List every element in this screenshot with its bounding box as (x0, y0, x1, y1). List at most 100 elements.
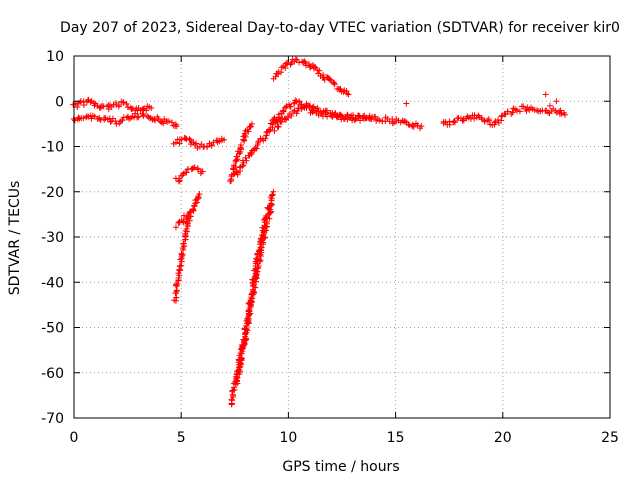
data-point (80, 102, 87, 109)
data-point (165, 118, 172, 125)
data-point (195, 194, 202, 201)
data-point (173, 288, 180, 295)
data-point (350, 114, 357, 121)
x-tick-label: 25 (601, 430, 619, 446)
data-point (191, 203, 198, 210)
data-point (323, 107, 330, 114)
data-point (253, 255, 260, 262)
x-tick-label: 15 (387, 430, 405, 446)
data-point (180, 240, 187, 247)
data-point (270, 188, 277, 195)
data-point (318, 109, 325, 116)
data-point (70, 101, 77, 108)
data-point (256, 258, 263, 265)
data-point (292, 56, 299, 63)
x-tick-label: 20 (494, 430, 512, 446)
data-point (246, 307, 253, 314)
data-point (253, 145, 260, 152)
data-point (113, 120, 120, 127)
data-point (176, 175, 183, 182)
data-point (148, 105, 155, 112)
data-point (199, 168, 206, 175)
data-point (557, 107, 564, 114)
data-point (305, 102, 312, 109)
data-point (184, 214, 191, 221)
data-point (115, 103, 122, 110)
y-tick-label: -60 (41, 366, 64, 382)
data-point (561, 111, 568, 118)
y-tick-label: -70 (41, 411, 64, 427)
data-point (194, 145, 201, 152)
data-point (451, 118, 458, 125)
data-point (516, 108, 523, 115)
axis-ticks: 0 5 10 15 20 25 -70 -60 -50 -40 -30 -20 -10 0 10 (41, 49, 619, 446)
y-tick-label: -20 (41, 185, 64, 201)
data-point (238, 355, 245, 362)
data-point (282, 64, 289, 71)
data-point (140, 106, 147, 113)
series-peak-10 (270, 56, 352, 98)
data-point (403, 100, 410, 107)
data-point (357, 117, 364, 124)
data-point (344, 90, 351, 97)
data-point (251, 289, 258, 296)
data-point (451, 119, 458, 126)
data-point (242, 333, 249, 340)
data-point (260, 239, 267, 246)
data-point (272, 73, 279, 80)
data-point (234, 153, 241, 160)
data-point (542, 91, 549, 98)
data-point (246, 304, 253, 311)
data-point (553, 98, 560, 105)
y-axis-label: SDTVAR / TECUs (7, 181, 23, 296)
data-point (237, 141, 244, 148)
data-point (331, 80, 338, 87)
y-tick-label: 0 (55, 94, 64, 110)
y-tick-label: -50 (41, 321, 64, 337)
data-point (288, 112, 295, 119)
data-point (248, 151, 255, 158)
data-point (509, 109, 516, 116)
data-point (287, 103, 294, 110)
data-point (87, 99, 94, 106)
data-point (287, 61, 294, 68)
y-tick-label: -10 (41, 140, 64, 156)
data-point (280, 108, 287, 115)
data-point (514, 107, 521, 114)
data-point (331, 81, 338, 88)
data-point (173, 123, 180, 130)
data-point (186, 209, 193, 216)
data-point (107, 118, 114, 125)
series-midday-baseline (296, 99, 425, 132)
data-point (228, 176, 235, 183)
data-point (340, 89, 347, 96)
series-isolated-marks (403, 91, 560, 109)
data-point (495, 116, 502, 123)
data-point (239, 163, 246, 170)
data-point (272, 117, 279, 124)
data-point (475, 112, 482, 119)
x-tick-label: 5 (177, 430, 186, 446)
data-point (314, 105, 321, 112)
data-point (183, 225, 190, 232)
y-tick-label: 10 (46, 49, 64, 65)
data-point (504, 108, 511, 115)
data-point (258, 244, 265, 251)
series-baseline-early-upper (70, 96, 155, 114)
series-baseline-early (70, 110, 180, 130)
data-point (546, 102, 553, 109)
data-marks (70, 56, 568, 408)
data-point (235, 364, 242, 371)
data-point (228, 388, 235, 395)
data-point (267, 206, 274, 213)
data-point (288, 60, 295, 67)
data-point (336, 112, 343, 119)
data-point (120, 99, 127, 106)
data-point (152, 117, 159, 124)
y-tick-label: -30 (41, 230, 64, 246)
data-point (186, 135, 193, 142)
data-point (242, 133, 249, 140)
data-point (156, 118, 163, 125)
data-point (83, 114, 90, 121)
data-point (112, 118, 119, 125)
